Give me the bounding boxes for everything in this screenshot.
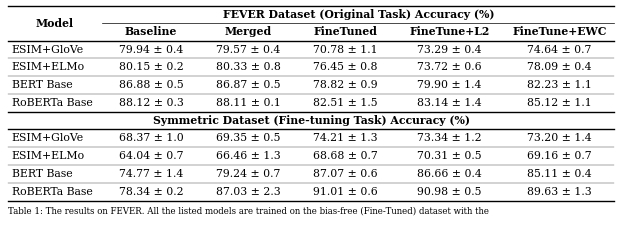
Text: 68.68 ± 0.7: 68.68 ± 0.7 — [313, 151, 378, 161]
Text: ESIM+ELMo: ESIM+ELMo — [12, 151, 84, 161]
Text: ESIM+ELMo: ESIM+ELMo — [12, 62, 84, 72]
Text: 74.77 ± 1.4: 74.77 ± 1.4 — [119, 169, 183, 179]
Text: FineTune+L2: FineTune+L2 — [409, 26, 490, 37]
Text: 80.15 ± 0.2: 80.15 ± 0.2 — [118, 62, 184, 72]
Text: 79.90 ± 1.4: 79.90 ± 1.4 — [417, 80, 481, 90]
Text: Symmetric Dataset (Fine-tuning Task) Accuracy (%): Symmetric Dataset (Fine-tuning Task) Acc… — [152, 115, 470, 126]
Text: 73.34 ± 1.2: 73.34 ± 1.2 — [417, 133, 481, 143]
Text: 78.34 ± 0.2: 78.34 ± 0.2 — [119, 187, 183, 197]
Text: 64.04 ± 0.7: 64.04 ± 0.7 — [119, 151, 183, 161]
Text: 88.11 ± 0.1: 88.11 ± 0.1 — [216, 98, 281, 108]
Text: 82.51 ± 1.5: 82.51 ± 1.5 — [314, 98, 378, 108]
Text: 91.01 ± 0.6: 91.01 ± 0.6 — [313, 187, 378, 197]
Text: 78.09 ± 0.4: 78.09 ± 0.4 — [527, 62, 591, 72]
Text: ESIM+GloVe: ESIM+GloVe — [12, 45, 84, 55]
Text: BERT Base: BERT Base — [12, 169, 72, 179]
Text: Baseline: Baseline — [125, 26, 177, 37]
Text: 73.20 ± 1.4: 73.20 ± 1.4 — [527, 133, 591, 143]
Text: 79.57 ± 0.4: 79.57 ± 0.4 — [216, 45, 280, 55]
Text: 89.63 ± 1.3: 89.63 ± 1.3 — [527, 187, 592, 197]
Text: 69.16 ± 0.7: 69.16 ± 0.7 — [527, 151, 591, 161]
Text: Table 1: The results on FEVER. All the listed models are trained on the bias-fre: Table 1: The results on FEVER. All the l… — [8, 207, 489, 216]
Text: RoBERTa Base: RoBERTa Base — [12, 98, 92, 108]
Text: 79.94 ± 0.4: 79.94 ± 0.4 — [119, 45, 183, 55]
Text: 70.78 ± 1.1: 70.78 ± 1.1 — [314, 45, 378, 55]
Text: BERT Base: BERT Base — [12, 80, 72, 90]
Text: 86.66 ± 0.4: 86.66 ± 0.4 — [417, 169, 482, 179]
Text: 78.82 ± 0.9: 78.82 ± 0.9 — [314, 80, 378, 90]
Text: 69.35 ± 0.5: 69.35 ± 0.5 — [216, 133, 280, 143]
Text: 70.31 ± 0.5: 70.31 ± 0.5 — [417, 151, 481, 161]
Text: 86.87 ± 0.5: 86.87 ± 0.5 — [216, 80, 280, 90]
Text: 80.33 ± 0.8: 80.33 ± 0.8 — [216, 62, 281, 72]
Text: 85.12 ± 1.1: 85.12 ± 1.1 — [527, 98, 592, 108]
Text: 73.72 ± 0.6: 73.72 ± 0.6 — [417, 62, 481, 72]
Text: 87.03 ± 2.3: 87.03 ± 2.3 — [216, 187, 281, 197]
Text: 66.46 ± 1.3: 66.46 ± 1.3 — [216, 151, 281, 161]
Text: 87.07 ± 0.6: 87.07 ± 0.6 — [314, 169, 378, 179]
Text: FineTuned: FineTuned — [314, 26, 378, 37]
Text: 74.64 ± 0.7: 74.64 ± 0.7 — [527, 45, 591, 55]
Text: 85.11 ± 0.4: 85.11 ± 0.4 — [527, 169, 591, 179]
Text: FineTune+EWC: FineTune+EWC — [512, 26, 607, 37]
Text: 90.98 ± 0.5: 90.98 ± 0.5 — [417, 187, 481, 197]
Text: 79.24 ± 0.7: 79.24 ± 0.7 — [216, 169, 280, 179]
Text: Model: Model — [36, 18, 74, 29]
Text: FEVER Dataset (Original Task) Accuracy (%): FEVER Dataset (Original Task) Accuracy (… — [223, 9, 494, 20]
Text: ESIM+GloVe: ESIM+GloVe — [12, 133, 84, 143]
Text: 76.45 ± 0.8: 76.45 ± 0.8 — [314, 62, 378, 72]
Text: RoBERTa Base: RoBERTa Base — [12, 187, 92, 197]
Text: 83.14 ± 1.4: 83.14 ± 1.4 — [417, 98, 481, 108]
Text: 82.23 ± 1.1: 82.23 ± 1.1 — [527, 80, 592, 90]
Text: 86.88 ± 0.5: 86.88 ± 0.5 — [118, 80, 184, 90]
Text: 88.12 ± 0.3: 88.12 ± 0.3 — [118, 98, 184, 108]
Text: Merged: Merged — [225, 26, 272, 37]
Text: 73.29 ± 0.4: 73.29 ± 0.4 — [417, 45, 481, 55]
Text: 68.37 ± 1.0: 68.37 ± 1.0 — [118, 133, 184, 143]
Text: 74.21 ± 1.3: 74.21 ± 1.3 — [314, 133, 378, 143]
